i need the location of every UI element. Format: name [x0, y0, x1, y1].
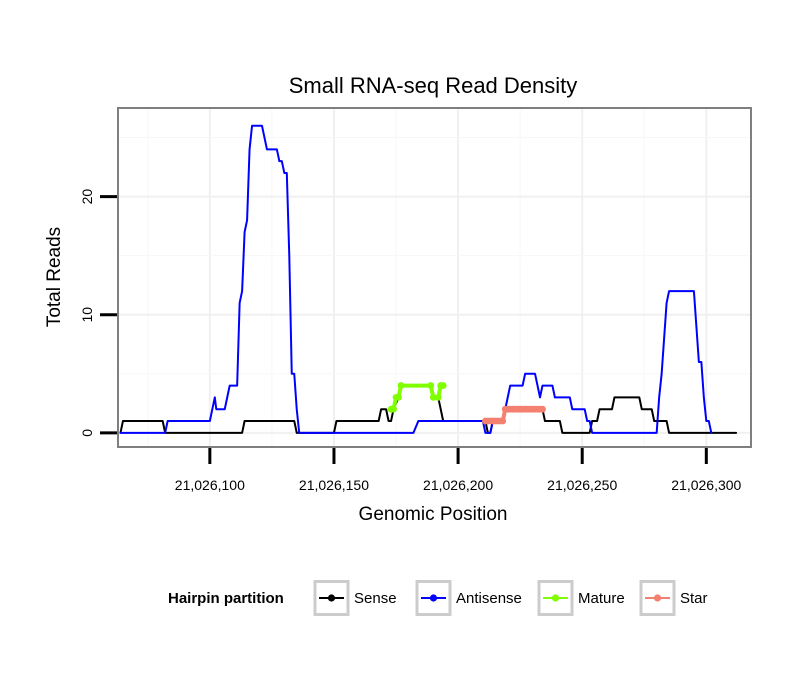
- series-layer: [119, 124, 738, 434]
- legend: Hairpin partition Sense Antisense Mature St…: [168, 580, 708, 616]
- data-point-mature: [427, 382, 435, 389]
- series-star: [481, 405, 546, 425]
- grid: [118, 108, 751, 447]
- y-tick-label: 20: [79, 189, 95, 205]
- x-tick-label: 21,026,100: [175, 477, 245, 493]
- x-tick-label: 21,026,200: [423, 477, 493, 493]
- x-axis: 21,026,100 21,026,150 21,026,200 21,026,250…: [175, 448, 742, 493]
- legend-title: Hairpin partition: [168, 590, 284, 607]
- series-antisense: [119, 124, 713, 434]
- plot-panel: [118, 108, 751, 447]
- y-tick-label: 10: [79, 307, 95, 323]
- chart-title: Small RNA-seq Read Density: [289, 73, 578, 98]
- x-axis-label: Genomic Position: [359, 504, 508, 525]
- legend-label-antisense: Antisense: [456, 590, 522, 607]
- data-point-mature: [395, 393, 402, 401]
- y-tick-label: 0: [79, 429, 95, 437]
- legend-key-point: [429, 594, 438, 602]
- data-point-mature: [439, 382, 447, 389]
- y-axis-label: Total Reads: [44, 227, 65, 327]
- legend-key-point: [327, 594, 336, 602]
- legend-label-sense: Sense: [354, 590, 397, 607]
- legend-key-point: [653, 594, 662, 602]
- data-point-star: [539, 405, 546, 413]
- series-line-antisense: [119, 124, 713, 434]
- data-point-star: [499, 417, 507, 425]
- series-mature: [387, 382, 447, 413]
- plot-panel-border: [117, 107, 752, 448]
- legend-key-point: [551, 594, 560, 602]
- legend-item-sense: Sense: [313, 580, 397, 616]
- y-axis: 0 10 20: [79, 189, 117, 437]
- legend-item-antisense: Antisense: [415, 580, 522, 616]
- legend-label-mature: Mature: [578, 590, 625, 607]
- data-point-mature: [397, 382, 405, 389]
- data-point-mature: [390, 405, 397, 413]
- legend-label-star: Star: [680, 590, 708, 607]
- x-tick-label: 21,026,300: [671, 477, 741, 493]
- data-point-mature: [429, 393, 437, 401]
- x-tick-label: 21,026,250: [547, 477, 617, 493]
- data-point-mature: [434, 393, 442, 401]
- legend-item-star: Star: [639, 580, 708, 616]
- legend-item-mature: Mature: [537, 580, 625, 616]
- x-tick-label: 21,026,150: [299, 477, 369, 493]
- series-line-mature: [389, 383, 446, 412]
